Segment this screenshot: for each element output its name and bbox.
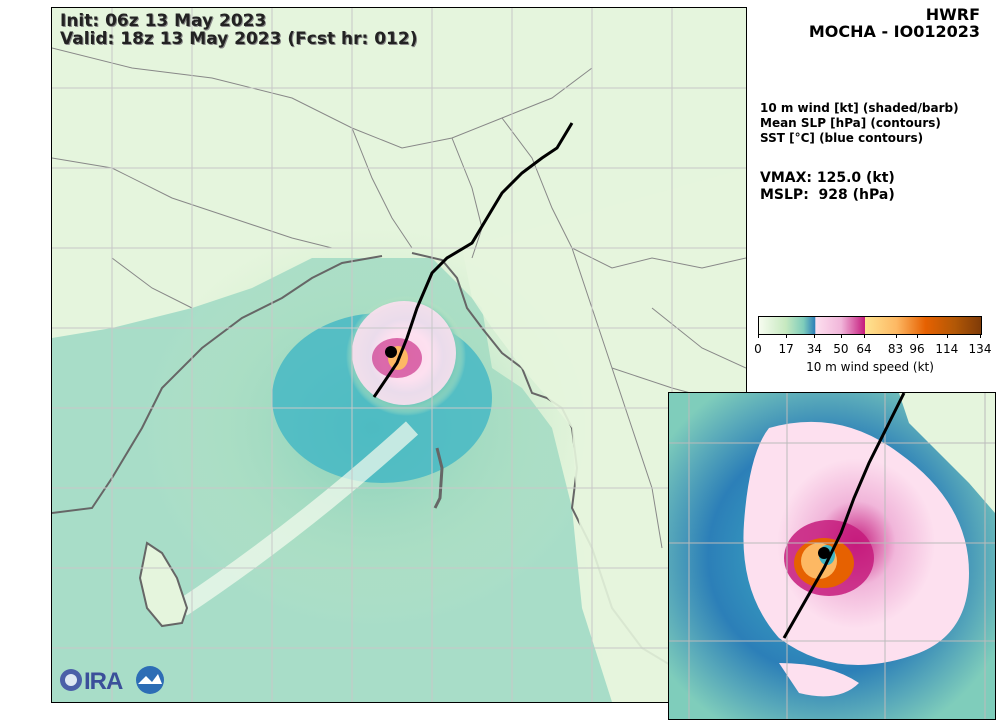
colorbar-tick-mark (786, 334, 788, 338)
mslp-readout: MSLP: 928 (hPa) (760, 187, 895, 203)
vmax-readout: VMAX: 125.0 (kt) (760, 170, 895, 186)
andaman-islands (433, 447, 444, 509)
sri-lanka (138, 541, 189, 628)
colorbar-tick-label: 50 (833, 342, 849, 356)
country-borders (52, 47, 746, 549)
inset-land (899, 393, 995, 513)
colorbar-tick-label: 96 (909, 342, 925, 356)
colorbar-tick-mark (840, 334, 842, 338)
wind-speed-colorbar (758, 316, 982, 335)
main-map (51, 7, 747, 703)
colorbar-gradient (759, 317, 981, 334)
colorbar-tick-mark (864, 334, 866, 338)
inset-wind-field (669, 393, 995, 719)
cira-logo: IRA (58, 664, 168, 696)
colorbar-tick-label: 134 (968, 342, 992, 356)
valid-time: Valid: 18z 13 May 2023 (Fcst hr: 012) (60, 29, 418, 49)
inset-grid (669, 393, 995, 719)
wind-streak (177, 421, 419, 616)
colorbar-tick-label: 0 (754, 342, 762, 356)
colorbar-tick-mark (758, 334, 759, 338)
colorbar-tick-mark (946, 334, 948, 338)
inset-storm-center (818, 547, 830, 559)
field-description-1: 10 m wind [kt] (shaded/barb) (760, 101, 959, 115)
inset-map (668, 392, 996, 720)
svg-text:IRA: IRA (84, 668, 123, 695)
cira-logo-graphic: IRA (60, 666, 164, 695)
storm-track (372, 122, 574, 398)
model-name: HWRF (925, 5, 980, 24)
colorbar-label: 10 m wind speed (kt) (806, 360, 934, 374)
storm-center-marker (385, 346, 397, 358)
colorbar-tick-label: 114 (935, 342, 959, 356)
lat-lon-grid (52, 8, 746, 702)
colorbar-tick-label: 83 (887, 342, 904, 356)
colorbar-tick-label: 17 (778, 342, 794, 356)
colorbar-tick-label: 64 (856, 342, 872, 356)
colorbar-tick-mark (895, 334, 897, 338)
field-description-2: Mean SLP [hPa] (contours) (760, 116, 941, 130)
colorbar-tick-mark (814, 334, 816, 338)
inset-outer-band (779, 663, 859, 697)
field-description-3: SST [°C] (blue contours) (760, 131, 924, 145)
wind-field-map (52, 8, 746, 702)
colorbar-tick-mark (980, 334, 981, 338)
colorbar-tick-label: 34 (806, 342, 822, 356)
init-time: Init: 06z 13 May 2023 (60, 11, 267, 31)
inset-storm-track (782, 393, 906, 639)
storm-name: MOCHA - IO012023 (808, 22, 980, 41)
colorbar-tick-mark (917, 334, 919, 338)
